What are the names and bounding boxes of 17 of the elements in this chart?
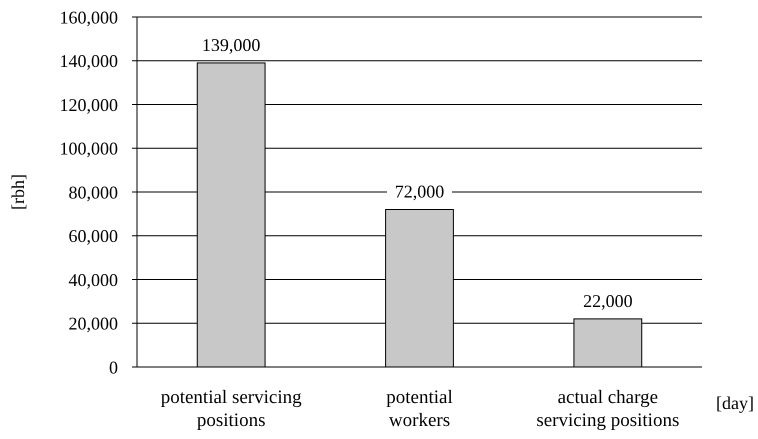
- y-tick-label: 40,000: [68, 270, 118, 290]
- y-tick-label: 160,000: [60, 7, 118, 28]
- y-tick-label: 20,000: [68, 314, 118, 334]
- y-tick-label: 80,000: [68, 182, 118, 202]
- y-tick-label: 120,000: [60, 94, 118, 115]
- y-tick-label: 0: [109, 357, 118, 378]
- y-tick-label: 140,000: [60, 51, 118, 72]
- y-tick-label: 100,000: [60, 138, 118, 159]
- y-axis-title: [rbh]: [8, 174, 28, 210]
- data-label: 72,000: [394, 182, 444, 202]
- x-tick-label: potential workers: [386, 387, 453, 431]
- data-label: 139,000: [202, 34, 260, 55]
- data-label: 22,000: [583, 290, 633, 311]
- x-tick-label: potential servicing positions: [160, 387, 302, 431]
- x-axis-title: [day]: [716, 393, 754, 413]
- x-tick-label: actual charge servicing positions: [536, 387, 680, 431]
- y-tick-label: 60,000: [68, 226, 118, 246]
